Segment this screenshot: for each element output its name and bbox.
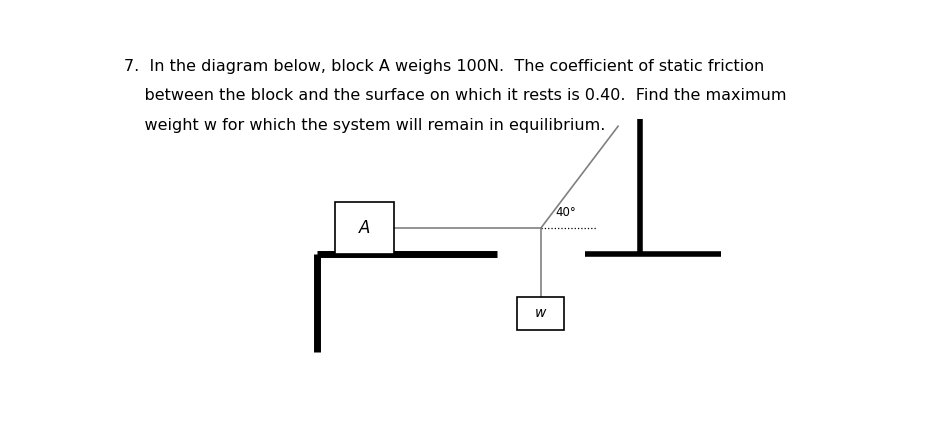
Text: A: A xyxy=(359,219,371,237)
Bar xyxy=(336,202,394,254)
Text: between the block and the surface on which it rests is 0.40.  Find the maximum: between the block and the surface on whi… xyxy=(124,88,787,103)
Text: 40°: 40° xyxy=(555,207,575,220)
Text: weight w for which the system will remain in equilibrium.: weight w for which the system will remai… xyxy=(124,117,606,133)
Text: 7.  In the diagram below, block A weighs 100N.  The coefficient of static fricti: 7. In the diagram below, block A weighs … xyxy=(124,59,765,74)
Bar xyxy=(518,297,564,330)
Text: w: w xyxy=(536,306,547,320)
